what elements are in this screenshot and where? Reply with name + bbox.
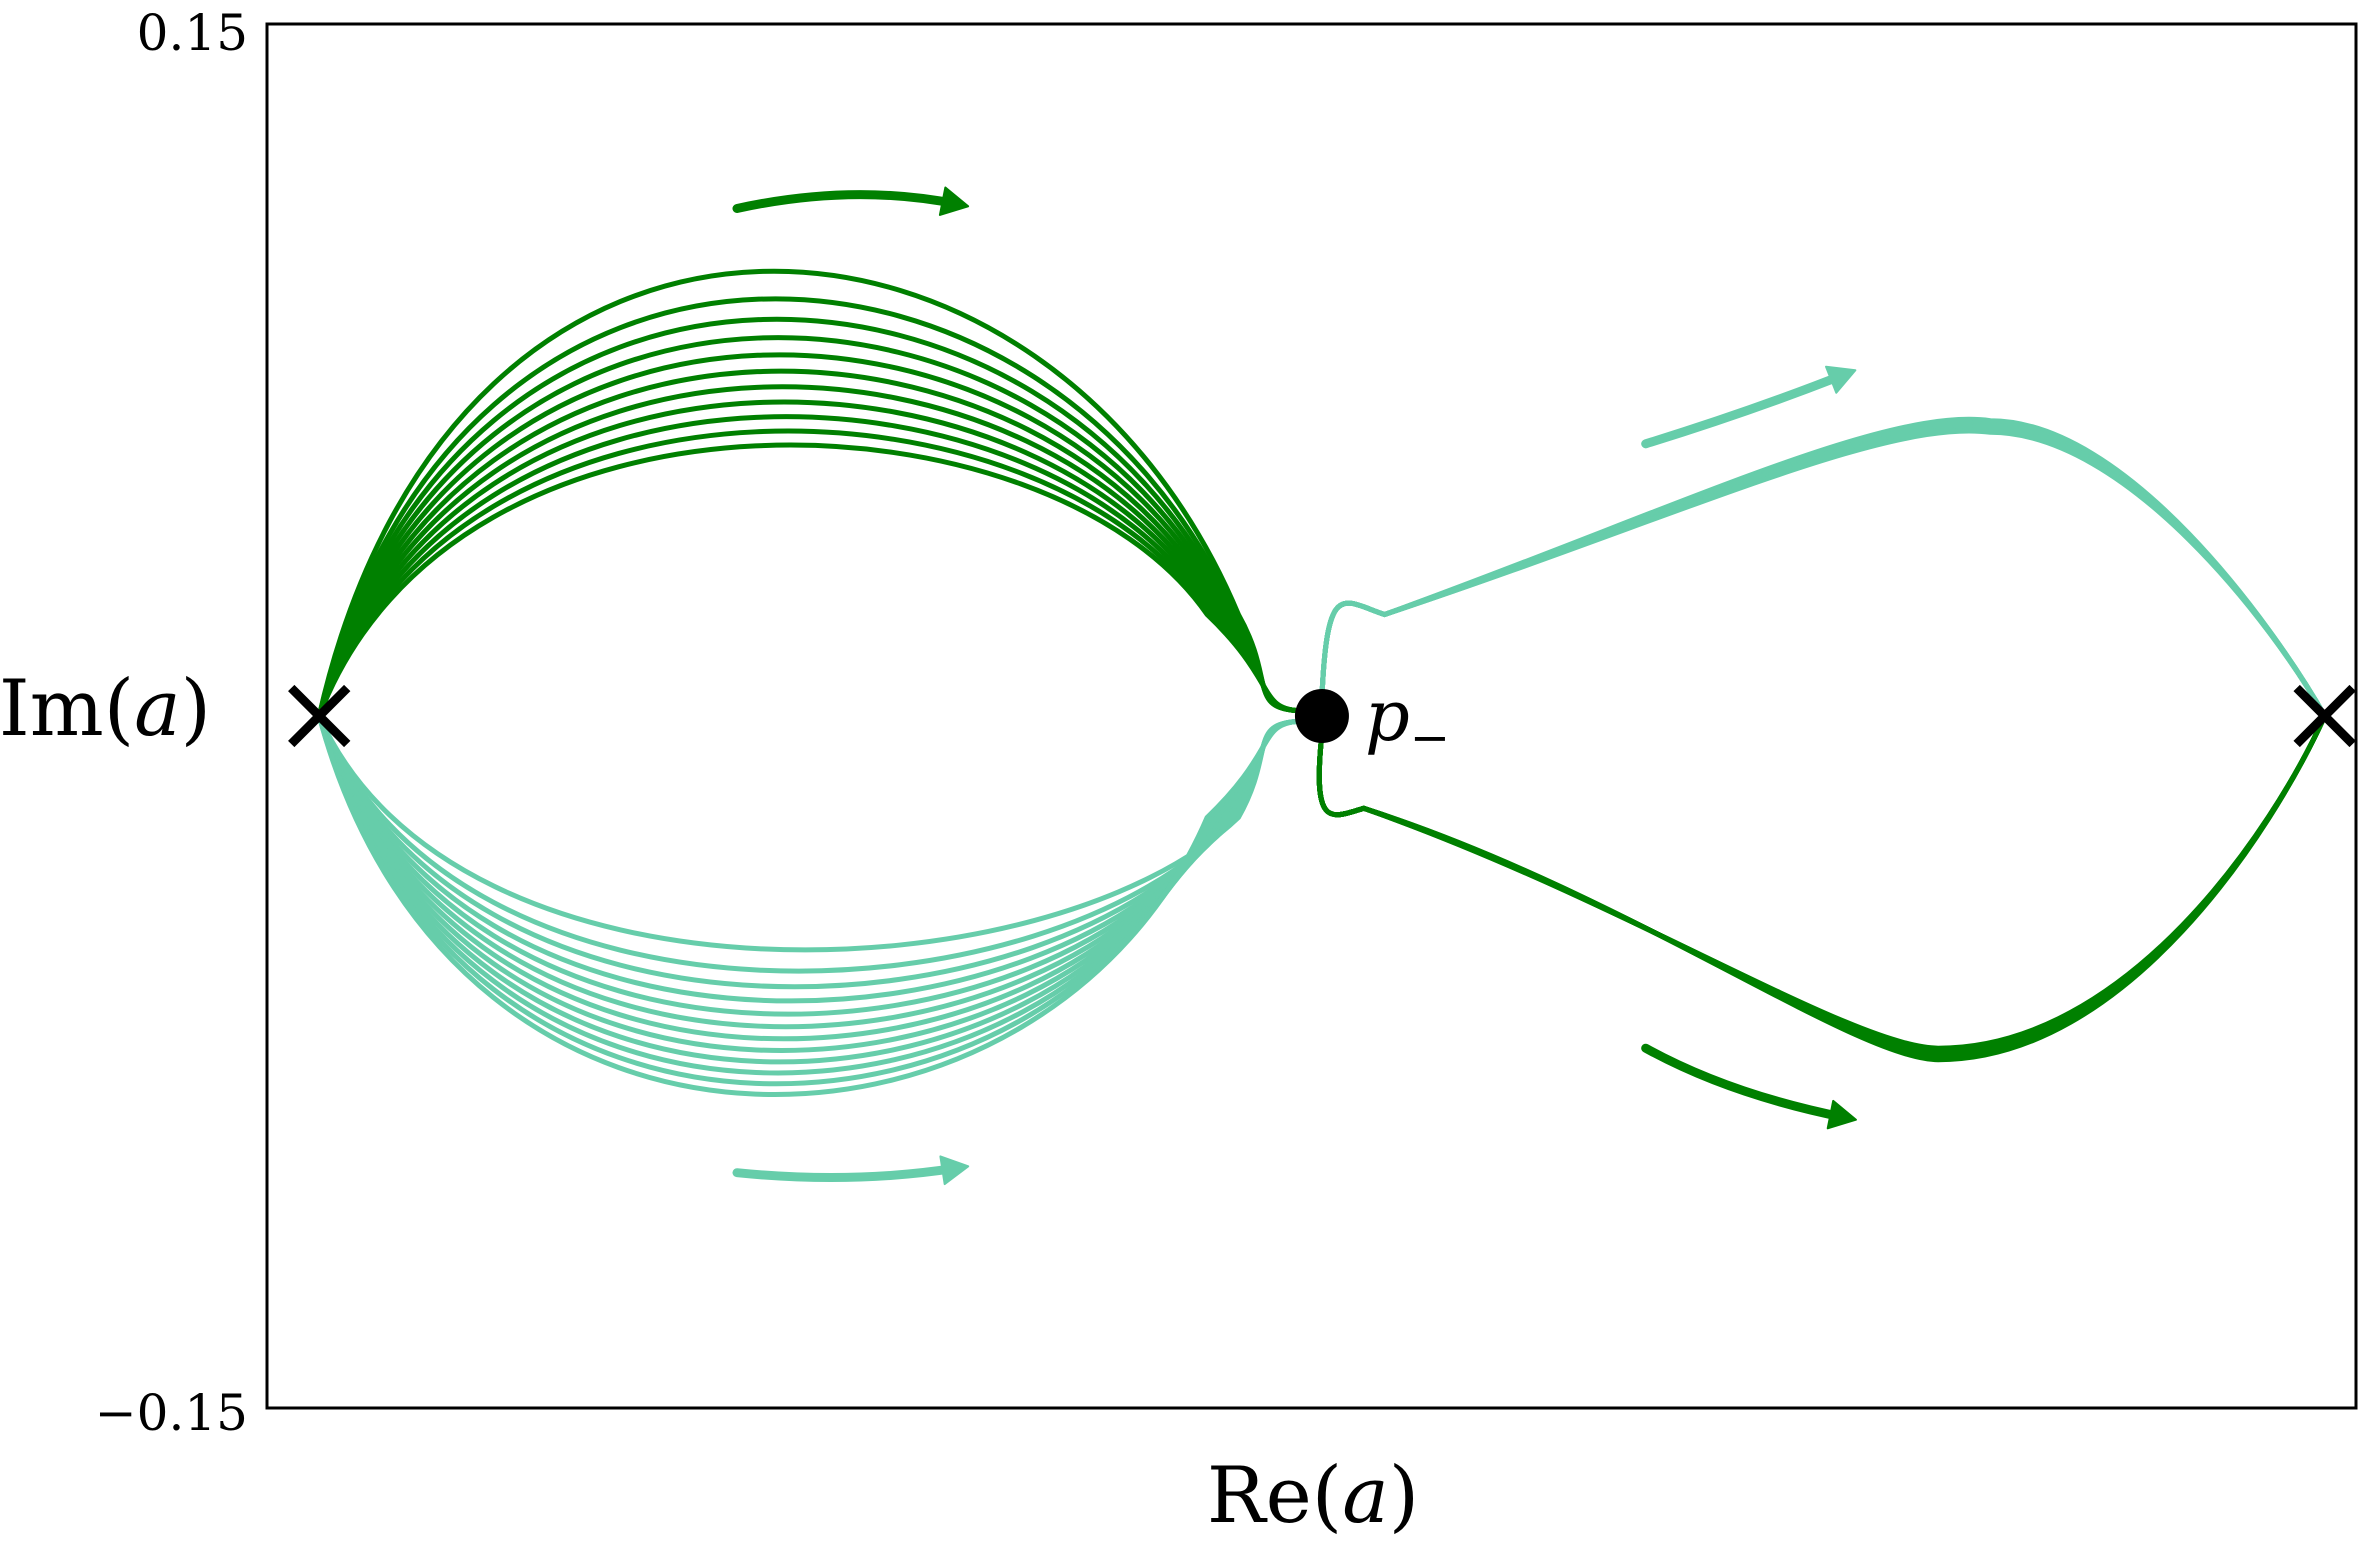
- y-axis-label: Im(a): [0, 664, 211, 754]
- arrow-head: [1826, 1099, 1857, 1130]
- series-line: [1319, 419, 2328, 719]
- series-line: [1319, 427, 2328, 719]
- series-line: [1316, 713, 2328, 1054]
- series-line: [1319, 422, 2328, 719]
- series-line: [316, 296, 1325, 719]
- arrow-head: [938, 186, 970, 216]
- series-line: [316, 335, 1325, 719]
- series-line: [1316, 713, 2328, 1056]
- series-line: [1316, 713, 2328, 1051]
- arrow-shaft: [1641, 1043, 1849, 1122]
- arrow-shaft: [1641, 370, 1849, 449]
- saddle-point-dot: [1294, 689, 1349, 743]
- series-line: [316, 713, 1325, 1097]
- x-axis-label: Re(a): [1207, 1451, 1419, 1541]
- cross-marker: [2293, 684, 2356, 748]
- plot-frame: [265, 22, 2358, 1410]
- series-line: [316, 316, 1325, 719]
- series-line: [1319, 418, 2328, 719]
- arrow-head: [939, 1155, 970, 1186]
- arrow-shaft: [732, 1163, 961, 1183]
- series-line: [1316, 713, 2328, 1059]
- markers: [288, 684, 2356, 748]
- arrow-shaft: [732, 190, 961, 213]
- series-line: [1319, 428, 2328, 719]
- trajectory-curves: [316, 268, 2328, 1097]
- series-line: [316, 713, 1325, 1004]
- series-line: [1319, 420, 2328, 719]
- series-line: [316, 713, 1325, 974]
- series-line: [1319, 424, 2328, 719]
- series-line: [1316, 713, 2328, 1055]
- series-line: [316, 368, 1325, 719]
- series-line: [1316, 713, 2328, 1063]
- x-axis-label-suffix: ): [1389, 1451, 1419, 1541]
- series-line: [1316, 713, 2328, 1052]
- series-line: [1316, 713, 2328, 1060]
- cross-marker: [288, 684, 351, 748]
- series-line: [1319, 425, 2328, 719]
- y-axis-label-suffix: ): [181, 664, 211, 754]
- saddle-point-label-sub: −: [1410, 710, 1450, 766]
- series-line: [316, 713, 1325, 1076]
- x-axis-label-prefix: Re(: [1207, 1451, 1342, 1541]
- ytick-label-bottom: −0.15: [95, 1384, 248, 1442]
- series-line: [316, 713, 1325, 953]
- series-line: [1319, 423, 2328, 719]
- saddle-point-label-var: p: [1365, 675, 1410, 757]
- y-axis-label-prefix: Im(: [0, 664, 134, 754]
- series-line: [1316, 713, 2328, 1058]
- series-line: [316, 442, 1325, 719]
- x-axis-label-var: a: [1342, 1451, 1389, 1541]
- series-line: [1319, 416, 2328, 719]
- y-axis-label-var: a: [134, 664, 181, 754]
- saddle-point-label: p−: [1365, 675, 1450, 766]
- ytick-label-top: 0.15: [137, 4, 248, 62]
- arrow-head: [1825, 365, 1857, 394]
- series-line: [1316, 713, 2328, 1061]
- direction-arrows: [732, 186, 1857, 1186]
